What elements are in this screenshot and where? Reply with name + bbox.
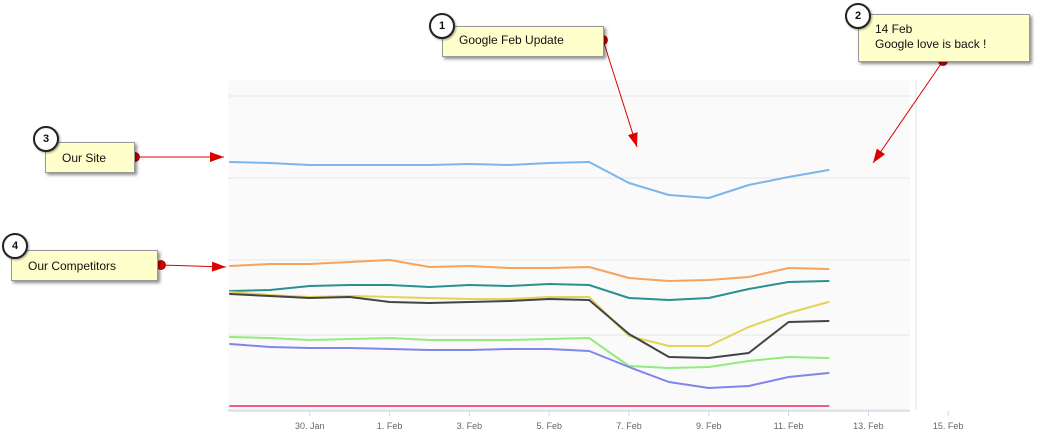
series-line-6 <box>229 336 830 369</box>
x-axis: 30. Jan 1. Feb 3. Feb 5. Feb 7. Feb 9. Feb 11.… <box>228 410 964 431</box>
x-tick-label: 11. Feb <box>774 421 804 431</box>
x-tick-label: 9. Feb <box>696 421 722 431</box>
x-tick-label: 7. Feb <box>616 421 642 431</box>
annotation-arrow <box>602 39 638 148</box>
series-line-2 <box>229 259 830 282</box>
annotation-number-badge: 2 <box>845 3 871 29</box>
x-tick-label: 30. Jan <box>295 421 325 431</box>
annotation-arrow <box>872 60 944 164</box>
series-line-3 <box>229 280 830 301</box>
annotation-number-badge: 3 <box>33 126 59 152</box>
gridlines <box>228 80 917 411</box>
annotation-number-badge: 1 <box>429 13 455 39</box>
x-tick-label: 13. Feb <box>853 421 884 431</box>
arrow-head <box>627 132 638 147</box>
arrow-head <box>210 152 224 162</box>
annotation-number-badge: 4 <box>2 233 28 259</box>
series-line-1 <box>229 161 830 199</box>
series-lines <box>229 161 830 407</box>
x-tick-label: 1. Feb <box>377 421 403 431</box>
annotation-google-feb-update: Google Feb Update <box>442 26 604 57</box>
x-tick-label: 5. Feb <box>536 421 562 431</box>
arrow-head <box>211 261 226 272</box>
annotation-our-competitors: Our Competitors <box>11 250 158 281</box>
x-tick-label: 15. Feb <box>933 421 964 431</box>
arrow-head <box>873 148 886 163</box>
annotation-text: 14 Feb <box>875 22 913 36</box>
annotation-text: Google Feb Update <box>459 33 564 47</box>
series-line-7 <box>229 343 830 389</box>
annotation-text: Google love is back ! <box>875 37 987 51</box>
annotation-text: Our Competitors <box>28 259 117 273</box>
annotation-our-site: Our Site <box>45 142 135 173</box>
annotation-text: Our Site <box>62 151 107 165</box>
series-line-5 <box>229 293 830 359</box>
plot-background <box>228 80 910 410</box>
annotation-google-love-is-back: 14 Feb Google love is back ! <box>858 14 1030 62</box>
x-tick-label: 3. Feb <box>457 421 483 431</box>
